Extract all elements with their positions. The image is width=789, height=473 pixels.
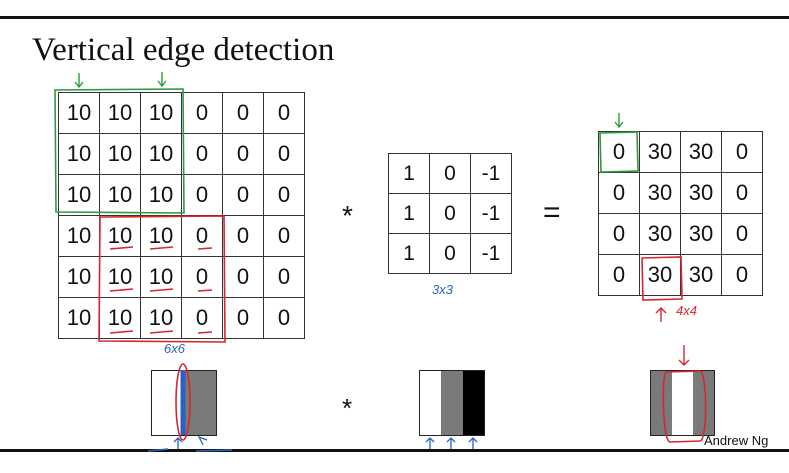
output-matrix-cell: 30 bbox=[639, 172, 681, 214]
filter-strip-band bbox=[441, 371, 463, 435]
blue-arrow-filter-3-icon bbox=[468, 437, 478, 449]
output-matrix-cell: 30 bbox=[639, 213, 681, 255]
image-size-note: 6x6 bbox=[164, 341, 185, 356]
filter-matrix-cell: 0 bbox=[429, 153, 471, 194]
image-strip-band bbox=[152, 371, 184, 435]
red-output-circle bbox=[641, 256, 683, 301]
filter-matrix-cell: 1 bbox=[388, 233, 430, 274]
output-matrix-row: 0 30 30 0 bbox=[598, 213, 763, 255]
output-matrix-cell: 0 bbox=[721, 254, 763, 296]
image-matrix-row: 10 10 10 0 0 0 bbox=[58, 256, 305, 298]
filter-visual-strip bbox=[419, 370, 485, 436]
image-matrix-cell: 0 bbox=[222, 297, 264, 339]
image-matrix-cell: 0 bbox=[263, 297, 305, 339]
image-matrix-cell: 10 bbox=[140, 133, 182, 175]
output-size-note: 4x4 bbox=[676, 303, 697, 318]
output-matrix-cell: 30 bbox=[639, 254, 681, 296]
output-matrix-cell: 30 bbox=[639, 131, 681, 173]
image-matrix-cell: 10 bbox=[140, 174, 182, 216]
author-credit: Andrew Ng bbox=[704, 433, 769, 448]
image-matrix-cell: 0 bbox=[263, 174, 305, 216]
green-arrow-left-icon bbox=[74, 73, 84, 89]
filter-matrix: 1 0 -1 1 0 -1 1 0 -1 bbox=[388, 153, 512, 274]
filter-matrix-cell: -1 bbox=[470, 153, 512, 194]
green-arrow-right-icon bbox=[157, 72, 167, 88]
blue-underline-left bbox=[147, 448, 169, 452]
image-matrix-cell: 0 bbox=[181, 133, 223, 175]
output-matrix-cell: 30 bbox=[680, 213, 722, 255]
image-matrix-cell: 0 bbox=[263, 133, 305, 175]
red-output-arrow-icon bbox=[655, 307, 667, 322]
image-matrix-cell: 10 bbox=[58, 133, 100, 175]
output-matrix-cell: 30 bbox=[680, 254, 722, 296]
filter-strip-band bbox=[462, 371, 484, 435]
image-matrix-cell: 10 bbox=[140, 92, 182, 134]
image-matrix-cell: 0 bbox=[263, 256, 305, 298]
red-window-outline bbox=[98, 215, 226, 343]
output-strip-band bbox=[672, 371, 693, 435]
image-matrix-cell: 10 bbox=[58, 256, 100, 298]
image-matrix-row: 10 10 10 0 0 0 bbox=[58, 174, 305, 216]
filter-strip-band bbox=[420, 371, 442, 435]
output-visual-strip bbox=[650, 370, 715, 436]
red-underlines bbox=[109, 246, 213, 334]
image-matrix-cell: 10 bbox=[140, 256, 182, 298]
output-matrix: 0 30 30 0 0 30 30 0 0 30 30 0 0 30 30 0 bbox=[598, 131, 763, 296]
bottom-rule bbox=[0, 449, 789, 452]
output-matrix-cell: 30 bbox=[680, 172, 722, 214]
filter-matrix-row: 1 0 -1 bbox=[388, 233, 512, 274]
output-strip-band bbox=[651, 371, 672, 435]
green-window-outline bbox=[54, 88, 185, 214]
blue-arrow-filter-1-icon bbox=[425, 437, 435, 449]
filter-matrix-row: 1 0 -1 bbox=[388, 193, 512, 234]
image-matrix-cell: 10 bbox=[99, 133, 141, 175]
blue-arrow-strip-1-icon bbox=[173, 437, 183, 449]
image-matrix-row: 10 10 10 0 0 0 bbox=[58, 297, 305, 339]
red-output-strip-arrow-icon bbox=[678, 345, 690, 366]
output-matrix-row: 0 30 30 0 bbox=[598, 131, 763, 173]
top-rule bbox=[0, 16, 789, 19]
convolve-operator: * bbox=[342, 200, 353, 231]
blue-underline-right bbox=[195, 449, 233, 452]
filter-size-note: 3x3 bbox=[432, 282, 453, 297]
image-matrix-row: 10 10 10 0 0 0 bbox=[58, 133, 305, 175]
output-matrix-cell: 0 bbox=[721, 172, 763, 214]
filter-matrix-cell: -1 bbox=[470, 233, 512, 274]
convolve-operator-visual: * bbox=[342, 393, 353, 423]
image-matrix: 10 10 10 0 0 0 10 10 10 0 0 0 10 10 10 0 0 0 10 10 10 0 0 0 10 10… bbox=[58, 92, 305, 339]
image-matrix-cell: 10 bbox=[58, 215, 100, 257]
output-matrix-row: 0 30 30 0 bbox=[598, 254, 763, 296]
image-matrix-cell: 10 bbox=[58, 297, 100, 339]
output-matrix-cell: 0 bbox=[721, 213, 763, 255]
output-matrix-cell: 30 bbox=[680, 131, 722, 173]
image-matrix-cell: 10 bbox=[99, 256, 141, 298]
image-matrix-cell: 10 bbox=[99, 92, 141, 134]
output-matrix-cell: 0 bbox=[598, 131, 640, 173]
blue-arrow-strip-2-icon bbox=[197, 435, 208, 446]
output-strip-band bbox=[693, 371, 714, 435]
image-matrix-row: 10 10 10 0 0 0 bbox=[58, 215, 305, 257]
image-matrix-cell: 0 bbox=[181, 174, 223, 216]
red-output-strip-outline bbox=[662, 370, 707, 443]
red-edge-ellipse bbox=[175, 363, 191, 441]
blue-arrow-filter-2-icon bbox=[446, 437, 456, 449]
equals-operator: = bbox=[543, 196, 561, 229]
filter-matrix-row: 1 0 -1 bbox=[388, 153, 512, 194]
slide-title: Vertical edge detection bbox=[32, 32, 335, 68]
image-matrix-cell: 0 bbox=[263, 92, 305, 134]
green-output-circle bbox=[599, 131, 639, 173]
image-matrix-row: 10 10 10 0 0 0 bbox=[58, 92, 305, 134]
filter-matrix-cell: -1 bbox=[470, 193, 512, 234]
green-output-arrow-icon bbox=[614, 113, 624, 129]
output-matrix-row: 0 30 30 0 bbox=[598, 172, 763, 214]
output-matrix-cell: 0 bbox=[598, 254, 640, 296]
